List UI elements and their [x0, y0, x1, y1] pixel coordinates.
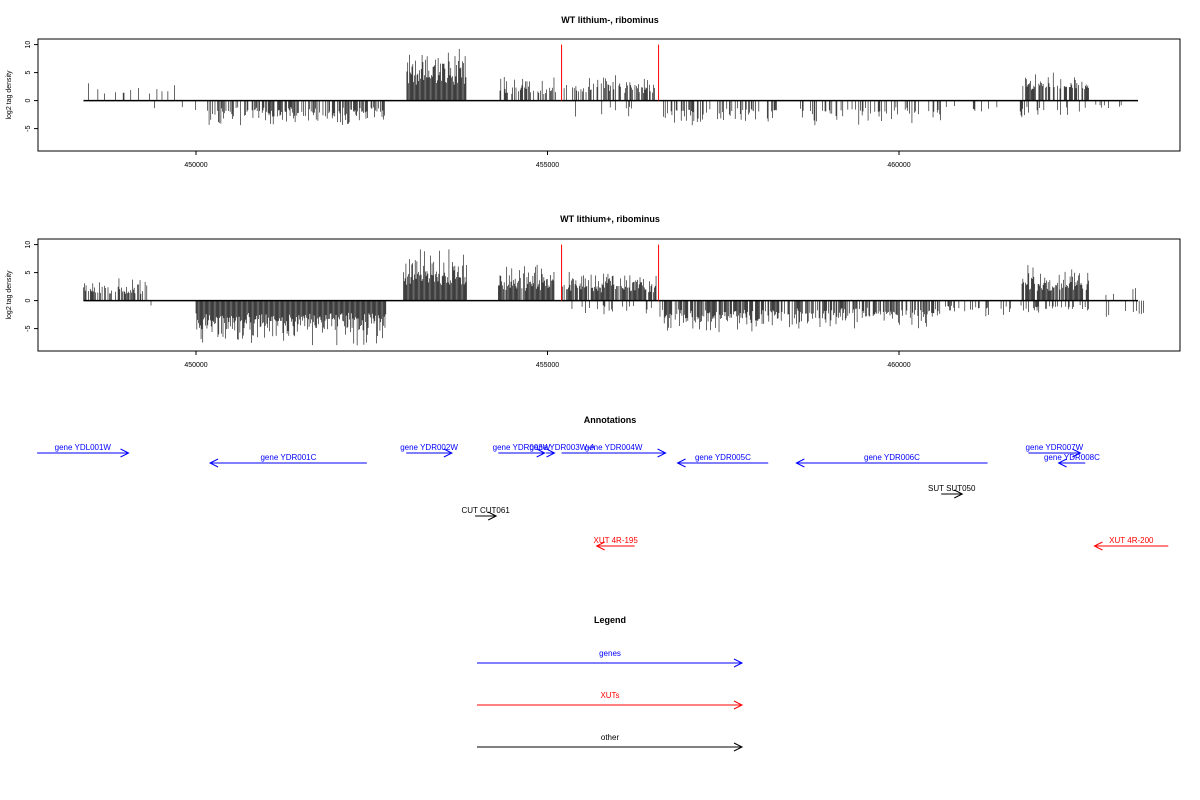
legend-item-other: other [477, 733, 744, 752]
x-tick-label: 450000 [184, 362, 207, 369]
x-tick-label: 460000 [887, 162, 910, 169]
feature-arrowhead [443, 448, 454, 458]
legend-label: genes [599, 649, 621, 658]
annotation-feature: SUT SUT050 [928, 484, 976, 499]
legend-title: Legend [594, 615, 626, 625]
annotation-feature: gene YDR008C [1044, 453, 1100, 468]
y-tick-label: 10 [25, 241, 32, 249]
feature-label: SUT SUT050 [928, 484, 976, 493]
feature-label: gene YDR002W [400, 443, 458, 452]
panel2-signal [83, 249, 1144, 346]
panel1-title: WT lithium-, ribominus [561, 15, 659, 25]
legend-arrowhead [733, 658, 744, 668]
feature-arrowhead [536, 448, 546, 458]
feature-label: CUT CUT061 [461, 506, 510, 515]
panel1-spikes [561, 44, 660, 101]
legend-item-genes: genes [477, 649, 744, 668]
feature-label: gene YDR003W [493, 443, 551, 452]
feature-arrowhead [487, 511, 498, 521]
annotation-feature: XUT 4R-200 [1093, 536, 1169, 551]
panel1-ylabel: log2 tag density [6, 70, 13, 120]
feature-arrowhead [676, 458, 686, 468]
y-tick-label: -5 [25, 125, 32, 131]
annotation-feature: gene YDL001W [37, 443, 130, 458]
feature-label: gene YDR001C [260, 453, 316, 462]
legend-label: XUTs [600, 691, 619, 700]
feature-label: gene YDR003W-A [530, 443, 596, 452]
annotation-features: gene YDL001W gene YDR001C gene YDR002W gene… [37, 443, 1169, 551]
x-tick-label: 460000 [887, 362, 910, 369]
panel1-x-axis: 450000 455000 460000 [184, 151, 911, 169]
panel2-y-axis: -5 0 5 10 [25, 241, 38, 332]
annotation-feature: CUT CUT061 [461, 506, 510, 521]
feature-arrowhead [546, 448, 556, 458]
y-tick-label: -5 [25, 325, 32, 331]
annotation-feature: gene YDR001C [208, 453, 367, 468]
feature-arrowhead [657, 448, 667, 458]
y-tick-label: 5 [25, 271, 32, 275]
annotation-feature: gene YDR004W [561, 443, 667, 458]
feature-arrowhead [795, 458, 805, 468]
feature-label: XUT 4R-195 [594, 536, 639, 545]
feature-label: XUT 4R-200 [1109, 536, 1154, 545]
panel1-signal [83, 48, 1139, 126]
annotations-title: Annotations [584, 415, 637, 425]
legend-arrowhead [733, 700, 744, 710]
legend-items: genes XUTs other [477, 649, 744, 752]
feature-label: gene YDR007W [1026, 443, 1084, 452]
feature-arrowhead [1072, 448, 1082, 458]
feature-label: gene YDL001W [55, 443, 112, 452]
x-tick-label: 455000 [536, 362, 559, 369]
y-tick-label: 0 [25, 299, 32, 303]
panel1-y-axis: -5 0 5 10 [25, 41, 38, 132]
annotation-feature: gene YDR005C [676, 453, 769, 468]
feature-label: gene YDR004W [585, 443, 643, 452]
feature-label: gene YDR005C [695, 453, 751, 462]
feature-arrowhead [595, 541, 605, 551]
panel2-x-axis: 450000 455000 460000 [184, 351, 911, 369]
annotation-feature: gene YDR007W [1026, 443, 1084, 458]
panel-lithium-minus: WT lithium-, ribominus log2 tag density … [6, 15, 1181, 169]
panel2-title: WT lithium+, ribominus [560, 214, 660, 224]
annotation-feature: gene YDR002W [400, 443, 458, 458]
legend-item-xuts: XUTs [477, 691, 744, 710]
y-tick-label: 0 [25, 99, 32, 103]
feature-label: gene YDR006C [864, 453, 920, 462]
annotation-feature: gene YDR003W-A [530, 443, 596, 458]
annotation-feature: XUT 4R-195 [594, 536, 639, 551]
annotation-feature: gene YDR003W [493, 443, 551, 458]
panel2-spikes [561, 244, 660, 301]
x-tick-label: 455000 [536, 162, 559, 169]
feature-arrowhead [1057, 458, 1067, 468]
x-tick-label: 450000 [184, 162, 207, 169]
annotation-feature: gene YDR006C [795, 453, 988, 468]
y-tick-label: 10 [25, 41, 32, 49]
feature-arrowhead [1093, 541, 1103, 551]
panel2-frame [37, 238, 1181, 352]
legend-arrowhead [733, 742, 744, 752]
feature-arrowhead [120, 448, 130, 458]
panel2-ylabel: log2 tag density [6, 270, 13, 320]
feature-arrowhead [208, 458, 219, 468]
legend: Legend genes XUTs other [477, 615, 744, 752]
y-tick-label: 5 [25, 71, 32, 75]
panel1-frame [37, 38, 1181, 152]
feature-label: gene YDR008C [1044, 453, 1100, 462]
panel-lithium-plus: WT lithium+, ribominus log2 tag density … [6, 214, 1181, 369]
legend-label: other [601, 733, 620, 742]
feature-arrowhead [954, 489, 964, 499]
